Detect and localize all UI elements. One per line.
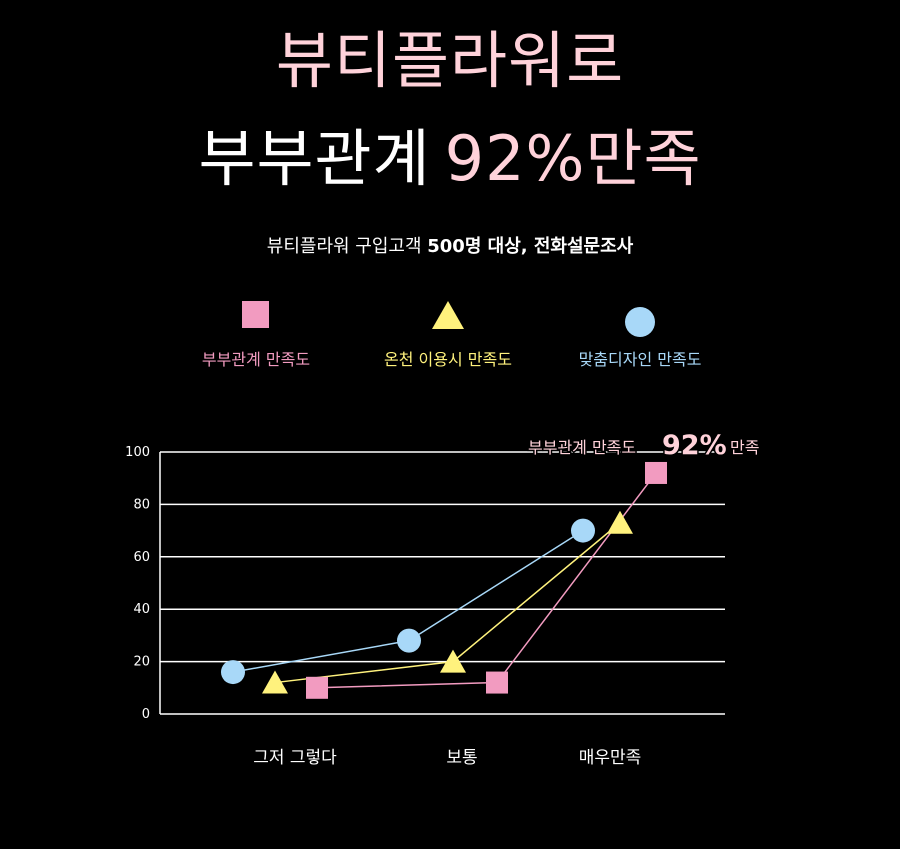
circle-point bbox=[571, 518, 595, 543]
circle-point bbox=[221, 660, 245, 685]
square-point bbox=[645, 461, 667, 484]
y-tick-label: 60 bbox=[133, 550, 150, 565]
square-point bbox=[486, 671, 508, 694]
y-tick-label: 40 bbox=[133, 602, 150, 617]
legend-label-spa: 온천 이용시 만족도 bbox=[384, 350, 512, 369]
triangle-marker-icon bbox=[432, 301, 464, 329]
annotation-value: 92% bbox=[662, 430, 727, 461]
annotation-prefix: 부부관계 만족도 bbox=[528, 438, 636, 457]
x-tick-label: 매우만족 bbox=[579, 748, 642, 768]
subtitle: 뷰티플라워 구입고객 500명 대상, 전화설문조사 bbox=[0, 232, 900, 258]
y-tick-label: 100 bbox=[125, 445, 150, 460]
series-line bbox=[274, 522, 621, 684]
y-tick-label: 80 bbox=[133, 497, 150, 512]
square-marker-icon bbox=[242, 301, 269, 328]
title-line-2: 부부관계 92%만족 bbox=[0, 128, 900, 190]
triangle-point bbox=[607, 510, 633, 534]
subtitle-normal: 뷰티플라워 구입고객 bbox=[266, 236, 428, 257]
y-tick-label: 20 bbox=[133, 655, 150, 670]
triangle-point bbox=[440, 649, 466, 673]
triangle-point bbox=[262, 670, 288, 694]
legend-label-marital: 부부관계 만족도 bbox=[201, 350, 311, 369]
legend-label-design: 맞춤디자인 만족도 bbox=[578, 350, 702, 369]
y-tick-label: 0 bbox=[142, 707, 150, 722]
subtitle-bold: 500명 대상, 전화설문조사 bbox=[427, 236, 634, 257]
x-tick-label: 보통 bbox=[446, 748, 477, 768]
title-prefix: 부부관계 bbox=[198, 122, 431, 195]
circle-point bbox=[397, 628, 421, 653]
circle-marker-icon bbox=[625, 307, 655, 337]
x-tick-label: 그저 그렇다 bbox=[253, 748, 337, 768]
series-line bbox=[316, 472, 657, 689]
annotation-suffix: 만족 bbox=[730, 438, 759, 457]
title-line-1: 뷰티플라워로 bbox=[275, 24, 625, 97]
square-point bbox=[306, 676, 328, 699]
title-highlight: 92%만족 bbox=[444, 122, 702, 195]
